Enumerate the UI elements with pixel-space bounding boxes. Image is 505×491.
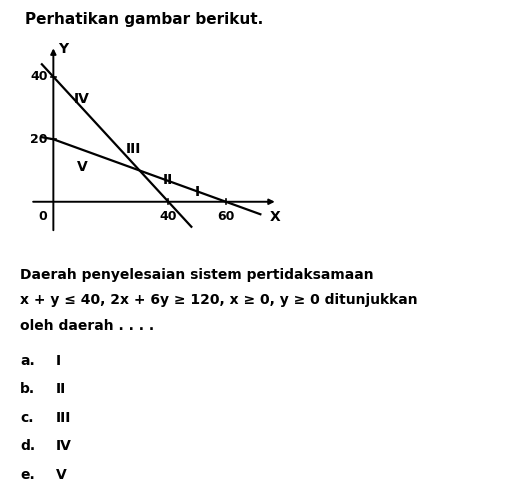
Text: Y: Y [58, 42, 68, 56]
Text: 60: 60 [217, 210, 234, 222]
Text: e.: e. [20, 468, 35, 482]
Text: II: II [163, 173, 173, 187]
Text: V: V [56, 468, 66, 482]
Text: 0: 0 [39, 210, 47, 222]
Text: 20: 20 [30, 133, 47, 146]
Text: III: III [56, 411, 71, 425]
Text: IV: IV [56, 439, 71, 454]
Text: III: III [126, 141, 141, 156]
Text: oleh daerah . . . .: oleh daerah . . . . [20, 319, 154, 333]
Text: 40: 40 [159, 210, 177, 222]
Text: I: I [194, 186, 199, 199]
Text: c.: c. [20, 411, 34, 425]
Text: IV: IV [74, 92, 90, 106]
Text: d.: d. [20, 439, 35, 454]
Text: X: X [269, 210, 280, 223]
Text: 40: 40 [30, 70, 47, 83]
Text: x + y ≤ 40, 2x + 6y ≥ 120, x ≥ 0, y ≥ 0 ditunjukkan: x + y ≤ 40, 2x + 6y ≥ 120, x ≥ 0, y ≥ 0 … [20, 293, 417, 307]
Text: a.: a. [20, 354, 35, 368]
Text: I: I [56, 354, 61, 368]
Text: b.: b. [20, 382, 35, 397]
Text: Perhatikan gambar berikut.: Perhatikan gambar berikut. [25, 12, 263, 27]
Text: II: II [56, 382, 66, 397]
Text: Daerah penyelesaian sistem pertidaksamaan: Daerah penyelesaian sistem pertidaksamaa… [20, 268, 373, 282]
Text: V: V [77, 161, 87, 174]
